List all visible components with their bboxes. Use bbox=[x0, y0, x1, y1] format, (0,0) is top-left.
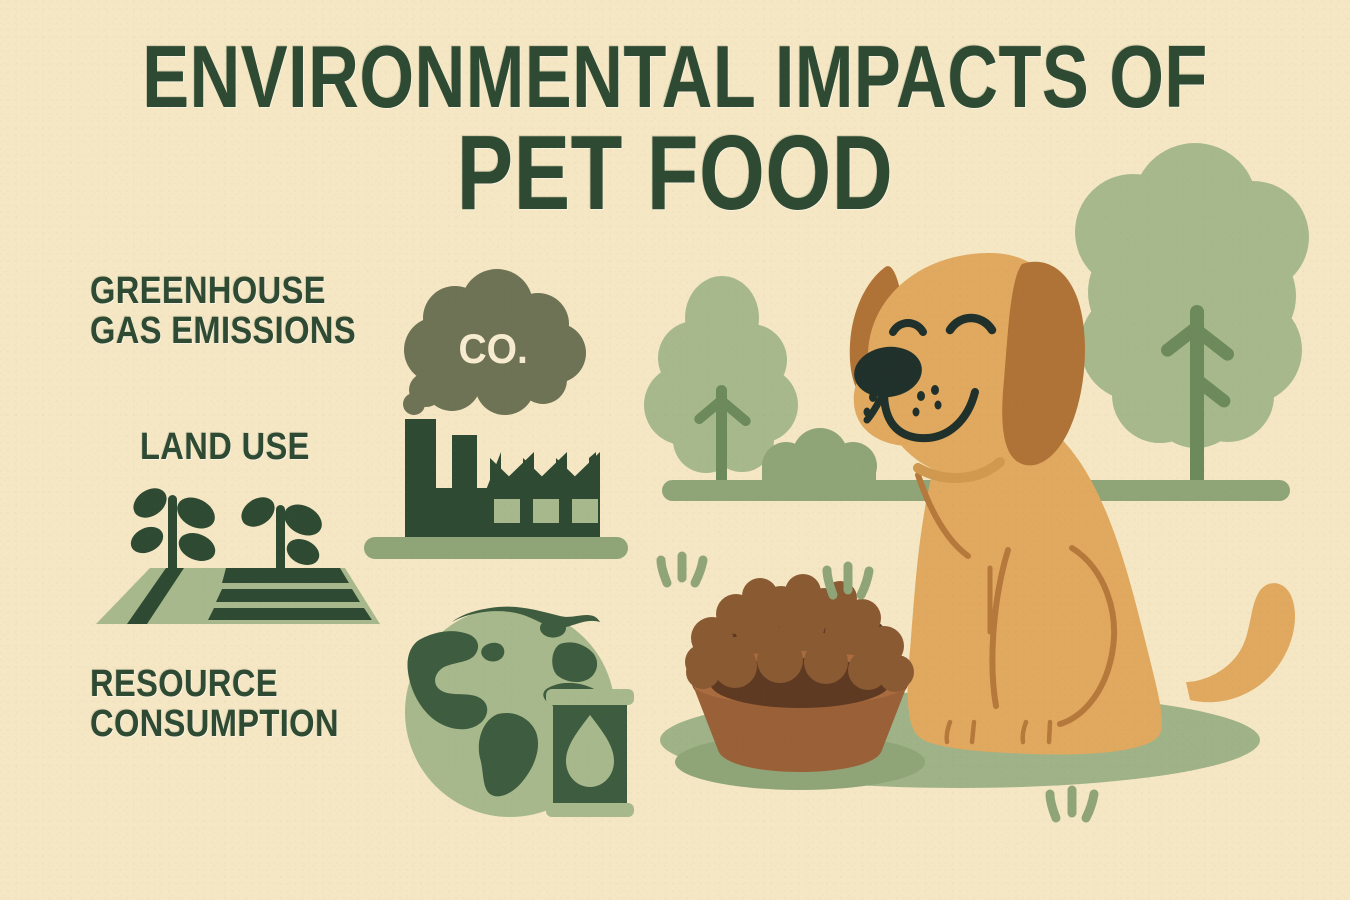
sitting-dog-illustration bbox=[849, 253, 1295, 755]
dog-mouth bbox=[880, 388, 979, 443]
page-title: Environmental Impacts of Pet Food bbox=[0, 27, 1350, 233]
label-land-use: Land Use bbox=[140, 426, 310, 468]
dog-eye-right bbox=[945, 313, 997, 335]
dog-mouth-left bbox=[863, 388, 888, 424]
dog-paw-front bbox=[996, 700, 1076, 745]
co2-label: CO. bbox=[458, 325, 527, 373]
dog-tail bbox=[1186, 583, 1295, 703]
dog-ear-right bbox=[1002, 261, 1085, 466]
dog-shoulder-line bbox=[915, 472, 971, 559]
grass-tuft-middle bbox=[822, 561, 874, 600]
dog-cheek-shading bbox=[913, 457, 1005, 483]
dog-nose bbox=[854, 346, 922, 398]
dog-toe-lines bbox=[944, 719, 1053, 745]
dog-haunch-line bbox=[1057, 545, 1118, 727]
dog-food-bowl bbox=[675, 574, 925, 790]
label-greenhouse-gas-emissions: Greenhouse Gas Emissions bbox=[90, 270, 356, 352]
dog-eye-left bbox=[889, 319, 927, 336]
grass-tuft-right bbox=[1045, 785, 1099, 823]
farm-field-icon bbox=[96, 488, 380, 624]
co2-smoke-cloud-icon: CO. bbox=[403, 269, 586, 415]
dog-chest-line bbox=[989, 547, 1011, 709]
water-barrel-icon bbox=[546, 689, 634, 817]
tree-large bbox=[1075, 143, 1309, 490]
title-line-1: Environmental Impacts of bbox=[142, 27, 1208, 126]
grass-tuft-left bbox=[656, 551, 708, 588]
sprout-right bbox=[241, 497, 322, 575]
factory-icon bbox=[364, 419, 628, 559]
title-line-2: Pet Food bbox=[456, 114, 894, 233]
kibble-front-row bbox=[686, 637, 911, 692]
dog-paw-back bbox=[922, 698, 996, 742]
label-resource-consumption: Resource Consumption bbox=[90, 663, 339, 745]
dog-front-leg-back bbox=[928, 559, 980, 743]
dog-freckles bbox=[863, 385, 942, 417]
tree-small bbox=[644, 276, 798, 490]
sprout-left bbox=[130, 488, 216, 575]
